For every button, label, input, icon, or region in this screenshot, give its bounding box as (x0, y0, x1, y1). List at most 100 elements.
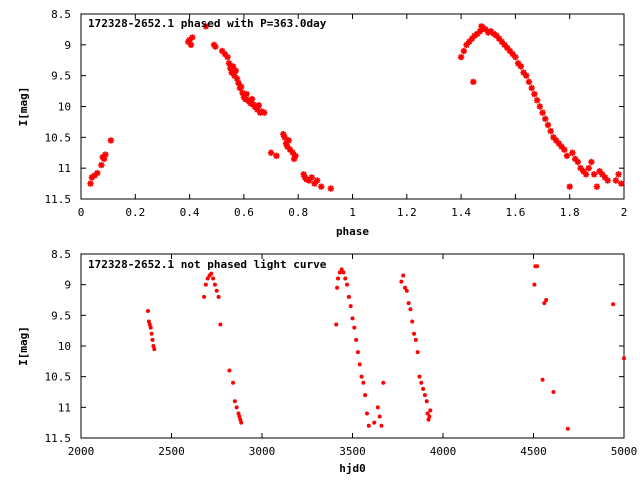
x-tick-label: 2500 (158, 445, 185, 458)
data-point (463, 41, 470, 49)
data-point (599, 171, 606, 178)
data-point (566, 183, 573, 190)
y-tick-label: 11.5 (45, 432, 72, 445)
data-point (422, 393, 427, 398)
data-point (470, 78, 477, 86)
data-point (212, 43, 219, 50)
data-point (239, 420, 244, 425)
data-point (239, 89, 246, 97)
data-point (152, 347, 157, 352)
data-point (339, 267, 344, 272)
data-point (255, 102, 263, 109)
data-point (227, 368, 232, 373)
data-point (150, 337, 155, 342)
data-point (212, 282, 217, 287)
data-point (363, 393, 368, 398)
data-point (535, 264, 540, 269)
data-point (336, 276, 341, 281)
data-point (234, 405, 239, 410)
data-point (552, 137, 560, 144)
y-tick-label: 11 (58, 401, 71, 414)
y-tick-label: 9.5 (51, 309, 71, 322)
data-point (582, 171, 590, 178)
data-point (94, 169, 101, 177)
data-point (343, 276, 348, 281)
data-point (563, 152, 571, 160)
data-point (574, 158, 582, 166)
data-point (379, 423, 384, 428)
data-point (536, 103, 544, 110)
data-point (601, 174, 609, 181)
data-point (528, 84, 535, 92)
data-point (588, 158, 595, 166)
data-point (408, 307, 413, 312)
data-point (355, 350, 360, 355)
x-tick-label: 1.8 (560, 206, 580, 219)
y-tick-label: 10 (58, 340, 71, 353)
data-point (485, 29, 492, 36)
data-point (102, 151, 109, 158)
x-tick-label: 1 (349, 206, 356, 219)
data-point (100, 155, 108, 163)
data-point (401, 273, 406, 278)
data-point (555, 140, 563, 147)
data-point (468, 35, 476, 42)
data-point (425, 411, 430, 416)
chart-panel-2: 2000 2500 3000 3500 4000 4500 5000 8.5 9 9.5 10 10.… (17, 248, 637, 475)
data-point (237, 414, 242, 419)
data-point (424, 399, 429, 404)
x-tick-label: 1.2 (397, 206, 417, 219)
data-point (402, 285, 407, 290)
x-tick-label: 0.8 (288, 206, 308, 219)
data-point (419, 380, 424, 385)
data-point (236, 411, 241, 416)
data-point (285, 137, 292, 144)
data-point (550, 134, 557, 141)
data-point (237, 83, 245, 90)
x-tick-label: 3500 (339, 445, 366, 458)
data-point (532, 282, 537, 287)
data-point (426, 417, 431, 422)
data-point (622, 356, 626, 361)
data-point (308, 174, 315, 181)
data-point (314, 177, 321, 184)
data-point (354, 337, 359, 342)
data-point (248, 95, 256, 103)
y-tick-label: 10.5 (45, 131, 72, 144)
data-point (531, 90, 538, 98)
data-point (214, 288, 219, 293)
data-point (357, 362, 362, 367)
data-point (292, 152, 299, 160)
data-point (381, 380, 386, 385)
data-point (565, 426, 570, 431)
data-point (311, 180, 318, 187)
data-point (254, 106, 261, 113)
data-point (615, 171, 622, 178)
y-tick-label: 9.5 (51, 70, 71, 83)
data-point (410, 319, 415, 324)
data-point (523, 72, 530, 79)
data-point (334, 322, 339, 327)
data-point (501, 41, 508, 49)
data-point (228, 69, 235, 76)
data-point (218, 322, 223, 327)
data-point (335, 285, 340, 290)
y-tick-label: 9 (64, 279, 71, 292)
data-point (457, 53, 465, 61)
data-point (186, 36, 193, 44)
x-tick-label: 1.4 (451, 206, 471, 219)
data-point (551, 390, 556, 394)
data-point (211, 276, 216, 281)
data-point (202, 23, 210, 30)
data-point (91, 172, 98, 179)
data-point (539, 109, 546, 116)
data-point (417, 374, 422, 379)
data-point (590, 171, 598, 178)
y-tick-label: 11.5 (45, 193, 72, 206)
data-point (476, 28, 484, 35)
x-tick-label: 3000 (249, 445, 276, 458)
data-point (203, 282, 208, 287)
data-point (504, 44, 511, 52)
data-point (512, 53, 519, 61)
x-tick-label: 2 (621, 206, 628, 219)
